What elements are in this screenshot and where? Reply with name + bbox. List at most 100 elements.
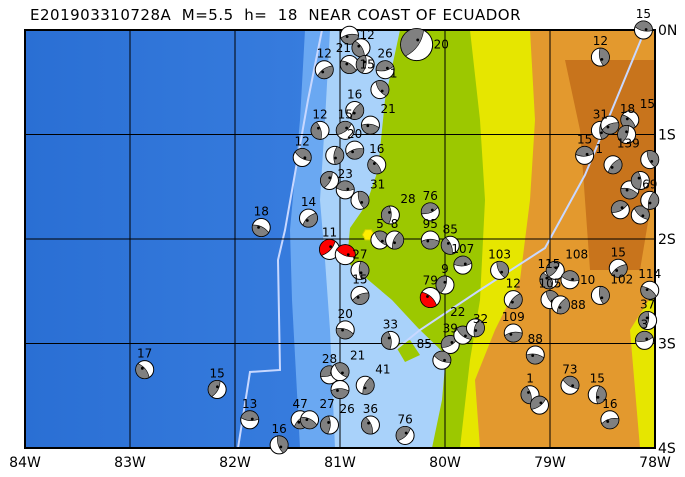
focal-mechanism[interactable] bbox=[330, 362, 350, 382]
focal-mechanism[interactable] bbox=[440, 235, 460, 255]
focal-mechanism[interactable] bbox=[633, 20, 653, 40]
focal-mechanism[interactable] bbox=[600, 115, 620, 135]
beachballs bbox=[135, 20, 660, 455]
beachball-compression bbox=[620, 187, 639, 200]
focal-mechanism[interactable] bbox=[355, 54, 375, 74]
focal-mechanism[interactable] bbox=[590, 285, 610, 305]
focal-mechanism[interactable] bbox=[638, 311, 658, 331]
focal-mechanism[interactable] bbox=[335, 320, 355, 340]
depth-label: 79 bbox=[423, 274, 438, 288]
focal-mechanism[interactable] bbox=[370, 80, 390, 100]
focal-mechanism[interactable] bbox=[575, 145, 595, 165]
focal-mechanism[interactable] bbox=[520, 385, 540, 405]
focal-mechanism[interactable] bbox=[367, 155, 387, 175]
depth-label: 15 bbox=[590, 372, 605, 386]
focal-mechanism[interactable] bbox=[360, 415, 380, 435]
beachball-compression bbox=[545, 261, 560, 278]
focal-mechanism[interactable] bbox=[435, 275, 455, 295]
focal-mechanism[interactable] bbox=[539, 270, 559, 290]
focal-mechanism[interactable] bbox=[617, 125, 637, 144]
lon-label: 84W bbox=[9, 455, 41, 471]
focal-mechanism[interactable] bbox=[360, 115, 380, 135]
focal-mechanism[interactable] bbox=[395, 425, 415, 445]
focal-mechanism[interactable] bbox=[320, 415, 339, 435]
focal-mechanism[interactable] bbox=[503, 323, 523, 343]
focal-mechanism[interactable] bbox=[269, 435, 289, 455]
focal-mechanism[interactable] bbox=[608, 258, 628, 278]
focal-mechanism[interactable] bbox=[490, 260, 510, 280]
beachball-compression bbox=[601, 122, 620, 135]
beachball-compression bbox=[352, 292, 370, 305]
focal-mechanism[interactable] bbox=[635, 330, 654, 350]
focal-mechanism[interactable] bbox=[432, 350, 452, 370]
focal-mechanism[interactable] bbox=[320, 170, 339, 190]
focal-mechanism[interactable] bbox=[334, 244, 356, 266]
focal-mechanism[interactable] bbox=[525, 345, 545, 365]
focal-mechanism[interactable] bbox=[420, 230, 440, 250]
focal-mechanism[interactable] bbox=[351, 38, 371, 58]
focal-mechanism[interactable] bbox=[251, 218, 271, 238]
p-axis-dot bbox=[341, 371, 344, 375]
depth-label: 33 bbox=[383, 317, 398, 331]
focal-mechanism[interactable] bbox=[380, 330, 400, 350]
focal-mechanism[interactable] bbox=[630, 170, 650, 190]
depth-label: 12 bbox=[359, 28, 374, 42]
focal-mechanism[interactable] bbox=[335, 120, 355, 140]
focal-mechanism[interactable] bbox=[630, 205, 650, 225]
focal-mechanism[interactable] bbox=[587, 385, 607, 405]
p-axis-dot bbox=[359, 271, 363, 275]
focal-mechanism[interactable] bbox=[610, 200, 630, 220]
focal-mechanism[interactable] bbox=[350, 285, 370, 305]
focal-mechanism[interactable] bbox=[240, 410, 260, 430]
focal-mechanism[interactable] bbox=[325, 145, 345, 165]
focal-mechanism[interactable] bbox=[560, 375, 580, 395]
beachball-compression bbox=[496, 261, 509, 279]
p-axis-dot bbox=[345, 126, 348, 130]
p-axis-dot bbox=[380, 239, 384, 243]
focal-mechanism[interactable] bbox=[375, 60, 395, 80]
focal-mechanism[interactable] bbox=[385, 230, 405, 250]
focal-mechanism[interactable] bbox=[420, 202, 440, 222]
focal-mechanism[interactable] bbox=[292, 147, 312, 167]
focal-mechanism[interactable] bbox=[465, 318, 485, 338]
p-axis-dot bbox=[450, 341, 454, 344]
focal-mechanism[interactable] bbox=[207, 379, 227, 399]
focal-mechanism[interactable] bbox=[503, 290, 523, 310]
depth-label: 31 bbox=[370, 177, 385, 191]
focal-mechanism[interactable] bbox=[419, 287, 441, 309]
beachball-compression bbox=[598, 286, 610, 305]
p-axis-dot bbox=[372, 162, 376, 165]
focal-mechanism[interactable] bbox=[314, 60, 334, 80]
focal-mechanism[interactable] bbox=[551, 295, 570, 315]
focal-mechanism[interactable] bbox=[640, 190, 660, 210]
beachball-compression bbox=[562, 376, 580, 389]
focal-mechanism[interactable] bbox=[590, 47, 610, 67]
focal-mechanism[interactable] bbox=[453, 255, 473, 275]
focal-mechanism[interactable] bbox=[530, 395, 549, 415]
focal-mechanism[interactable] bbox=[603, 155, 623, 175]
focal-mechanism[interactable] bbox=[640, 150, 660, 170]
focal-mechanism[interactable] bbox=[135, 360, 155, 380]
focal-mechanism[interactable] bbox=[345, 100, 365, 120]
focal-mechanism[interactable] bbox=[350, 190, 370, 210]
focal-mechanism[interactable] bbox=[330, 379, 350, 399]
focal-mechanism[interactable] bbox=[300, 410, 320, 430]
focal-mechanism[interactable] bbox=[560, 270, 580, 290]
depth-label: 85 bbox=[443, 222, 458, 236]
focal-mechanism[interactable] bbox=[350, 260, 370, 280]
focal-mechanism[interactable] bbox=[640, 280, 660, 300]
focal-mechanism[interactable] bbox=[339, 54, 359, 74]
beachball-compression bbox=[294, 148, 312, 161]
focal-mechanism[interactable] bbox=[380, 205, 400, 225]
focal-mechanism[interactable] bbox=[400, 28, 434, 62]
focal-mechanism[interactable] bbox=[335, 180, 355, 200]
focal-mechanism[interactable] bbox=[355, 375, 375, 395]
focal-mechanism[interactable] bbox=[545, 260, 565, 280]
focal-mechanism[interactable] bbox=[319, 238, 340, 260]
focal-mechanism[interactable] bbox=[310, 120, 330, 140]
focal-mechanism[interactable] bbox=[600, 410, 620, 430]
focal-mechanism[interactable] bbox=[345, 140, 365, 160]
p-axis-dot bbox=[650, 159, 654, 163]
focal-mechanism[interactable] bbox=[299, 208, 318, 228]
p-axis-dot bbox=[341, 328, 344, 332]
